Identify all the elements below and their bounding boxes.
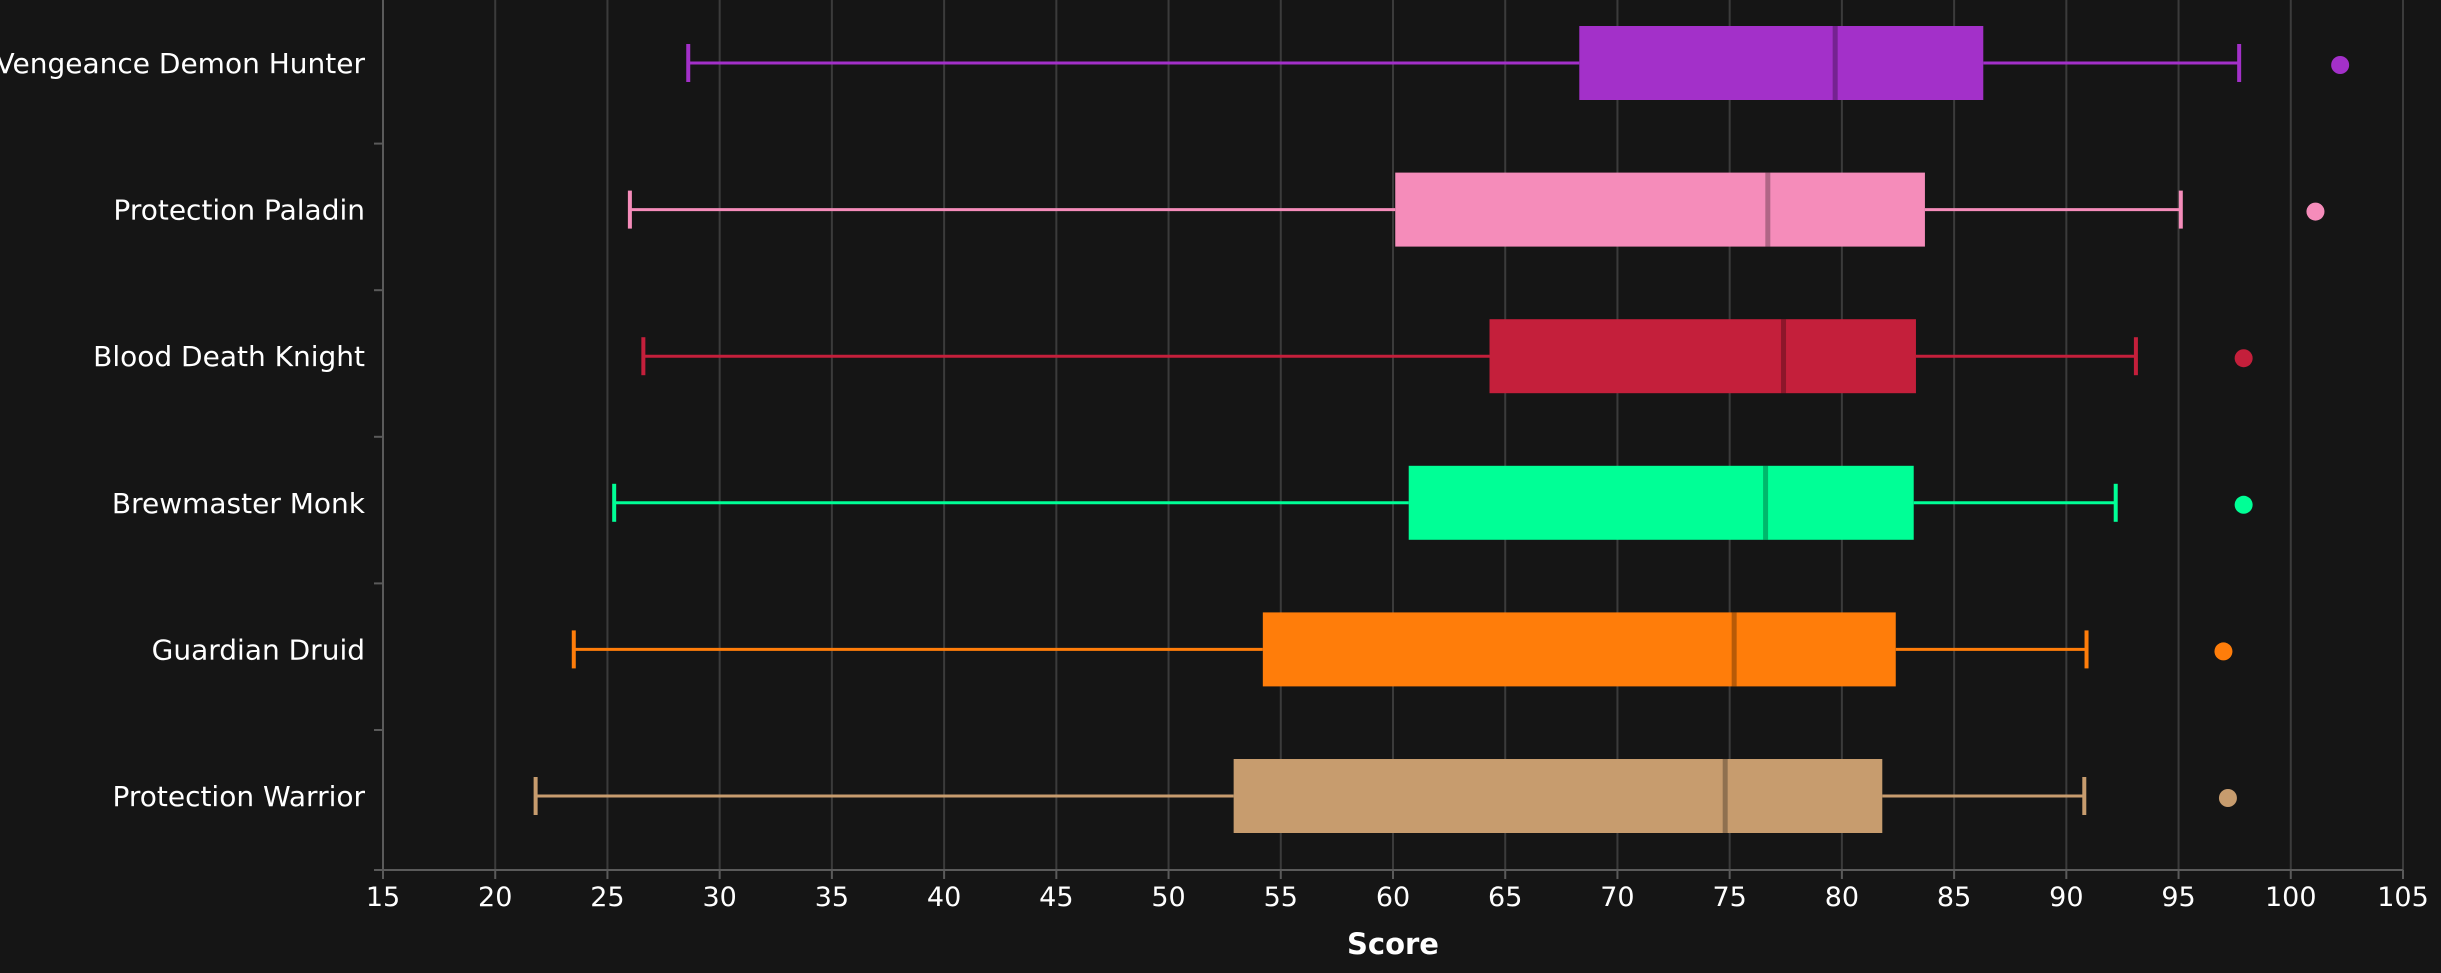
category-label: Vengeance Demon Hunter — [0, 47, 365, 80]
x-tick-label: 50 — [1151, 882, 1185, 913]
category-label: Protection Warrior — [112, 780, 365, 813]
category-label: Blood Death Knight — [93, 340, 365, 373]
box-iqr — [1233, 759, 1883, 833]
box-iqr — [1395, 172, 1925, 247]
category-label: Protection Paladin — [113, 194, 365, 227]
outlier-point — [2306, 202, 2325, 221]
outlier-point — [2331, 56, 2350, 74]
category-label: Guardian Druid — [152, 633, 365, 666]
x-tick-label: 60 — [1376, 882, 1410, 913]
x-tick-label: 20 — [478, 882, 512, 913]
outlier-point — [2218, 789, 2237, 807]
axes — [374, 0, 2404, 879]
x-tick-label: 25 — [590, 882, 624, 913]
box-iqr — [1579, 26, 1984, 100]
x-tick-label: 40 — [927, 882, 961, 913]
x-tick-label: 35 — [815, 882, 849, 913]
x-tick-label: 80 — [1825, 882, 1859, 913]
category-label: Brewmaster Monk — [112, 487, 366, 520]
outlier-point — [2234, 349, 2253, 368]
box-iqr — [1262, 612, 1896, 687]
outlier-point — [2214, 642, 2233, 661]
x-tick-label: 90 — [2049, 882, 2083, 913]
box-iqr — [1408, 465, 1914, 540]
labels: 15 20 25 30 35 40 45 50 55 60 65 70 75 80 85 90 95 100 105… — [0, 47, 2429, 961]
x-tick-label: 55 — [1264, 882, 1298, 913]
x-tick-label: 30 — [702, 882, 736, 913]
x-tick-label: 15 — [366, 882, 400, 913]
grid-lines — [494, 0, 2404, 870]
x-axis-title: Score — [1347, 927, 1439, 961]
x-tick-label: 45 — [1039, 882, 1073, 913]
x-tick-label: 95 — [2161, 882, 2195, 913]
box-iqr — [1489, 319, 1916, 394]
x-tick-label: 70 — [1600, 882, 1634, 913]
x-tick-label: 85 — [1937, 882, 1971, 913]
outlier-point — [2234, 495, 2253, 514]
box-series — [533, 26, 2350, 833]
x-tick-label: 105 — [2377, 882, 2429, 913]
x-tick-label: 100 — [2265, 882, 2317, 913]
x-tick-label: 75 — [1712, 882, 1746, 913]
x-tick-label: 65 — [1488, 882, 1522, 913]
